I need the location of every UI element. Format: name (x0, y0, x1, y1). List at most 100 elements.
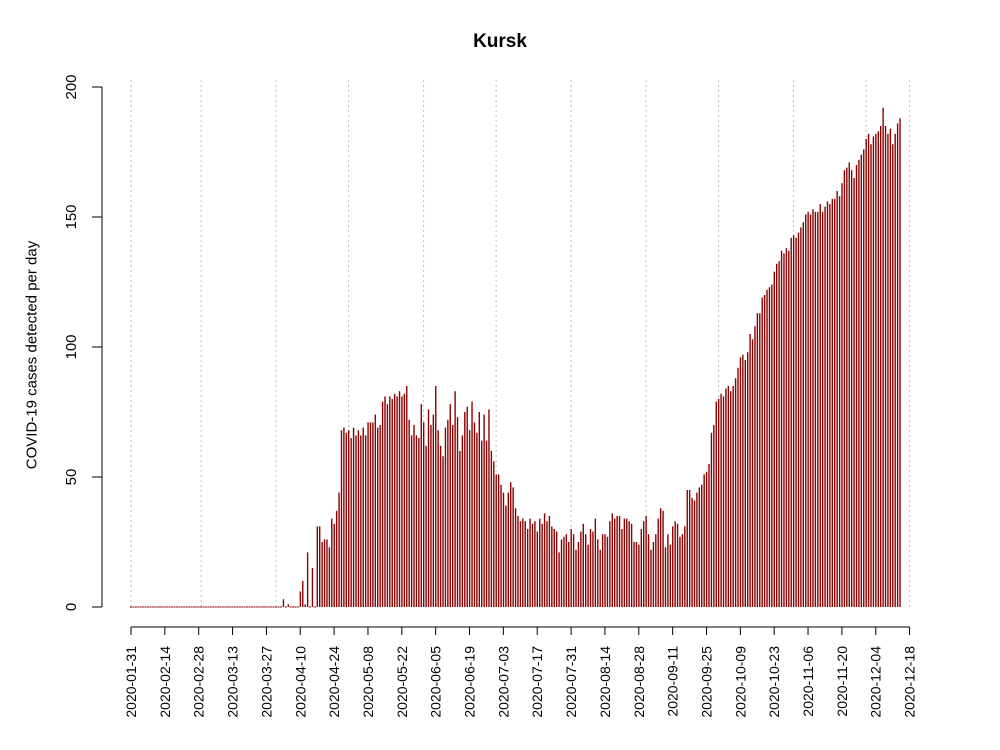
bar (633, 542, 635, 607)
x-tick-label: 2020-12-04 (868, 646, 884, 718)
bar (863, 149, 865, 607)
bar (568, 542, 570, 607)
bar (379, 425, 381, 607)
bar (797, 232, 800, 607)
bar (684, 526, 686, 607)
bar (381, 401, 384, 607)
bar (447, 419, 449, 607)
bar (836, 191, 838, 607)
bar (761, 297, 763, 607)
axes: 0 50 100 150 200 2020-01-31 2020-02-14 2020-02-… (63, 74, 918, 717)
bar (780, 250, 783, 608)
bar (541, 523, 543, 607)
bar (500, 484, 502, 607)
bar (505, 505, 507, 607)
bar (406, 386, 408, 607)
bar (785, 248, 788, 607)
bar (667, 534, 669, 607)
bar (444, 427, 447, 607)
bar (751, 339, 754, 607)
bar (328, 547, 331, 607)
bar (734, 378, 737, 607)
bar (645, 516, 647, 607)
bar (299, 591, 302, 607)
bar (812, 209, 814, 607)
bar (652, 542, 655, 607)
bar (696, 492, 698, 607)
bar (766, 289, 768, 607)
x-tick-label: 2020-03-27 (258, 646, 274, 718)
bar (524, 521, 526, 607)
bar (647, 534, 650, 607)
bar (858, 159, 860, 608)
bar (727, 386, 730, 607)
bar (340, 430, 343, 607)
x-tick-label: 2020-07-03 (495, 646, 511, 718)
bar (510, 482, 512, 607)
bar (461, 435, 464, 607)
bar (420, 404, 422, 607)
bar (759, 313, 761, 607)
x-tick-label: 2020-03-13 (225, 646, 241, 718)
x-tick-label: 2020-10-23 (766, 646, 782, 718)
bar (887, 133, 889, 608)
bar (319, 526, 321, 607)
bar (889, 128, 892, 607)
bar (771, 284, 773, 607)
bar (807, 211, 809, 608)
bar (415, 435, 418, 607)
bar (737, 367, 739, 607)
x-tick-label: 2020-08-28 (631, 646, 647, 718)
bar (592, 531, 594, 607)
bar (669, 544, 672, 607)
bar (872, 136, 875, 607)
bar (287, 604, 289, 607)
bar (398, 391, 401, 607)
bar (449, 404, 451, 607)
bar (413, 425, 415, 607)
bar (739, 357, 742, 607)
bar (282, 599, 285, 607)
bar (563, 536, 565, 607)
bars (130, 107, 901, 608)
bar (611, 513, 613, 607)
bar (572, 534, 575, 607)
bar (352, 427, 355, 607)
bar (548, 516, 551, 607)
x-tick-label: 2020-07-31 (563, 646, 579, 718)
bar (899, 118, 901, 607)
bar (362, 427, 364, 607)
x-tick-label: 2020-05-08 (360, 646, 376, 718)
bar (662, 510, 664, 607)
bar (672, 526, 674, 607)
bar (805, 214, 807, 607)
bar (817, 211, 819, 608)
y-tick-label: 150 (63, 204, 80, 229)
bar (560, 539, 563, 607)
bar (623, 518, 626, 607)
bar (403, 393, 406, 607)
bar (834, 198, 836, 608)
bar (369, 422, 372, 607)
bar (659, 508, 662, 607)
bar (616, 516, 618, 607)
x-tick-label: 2020-05-22 (394, 646, 410, 718)
bar (679, 536, 681, 607)
bar (451, 425, 454, 607)
bar (439, 445, 442, 607)
bar (855, 165, 858, 607)
bar (722, 396, 725, 607)
bar (688, 490, 691, 607)
bar (345, 432, 348, 607)
bar (343, 427, 345, 607)
bar (502, 492, 505, 607)
bar (882, 107, 884, 608)
bar (589, 529, 592, 607)
bar (488, 409, 490, 607)
bar (742, 354, 744, 607)
bar (597, 539, 599, 607)
bar (763, 295, 766, 607)
bar (389, 396, 391, 607)
bar (456, 417, 459, 607)
bar (860, 154, 863, 607)
